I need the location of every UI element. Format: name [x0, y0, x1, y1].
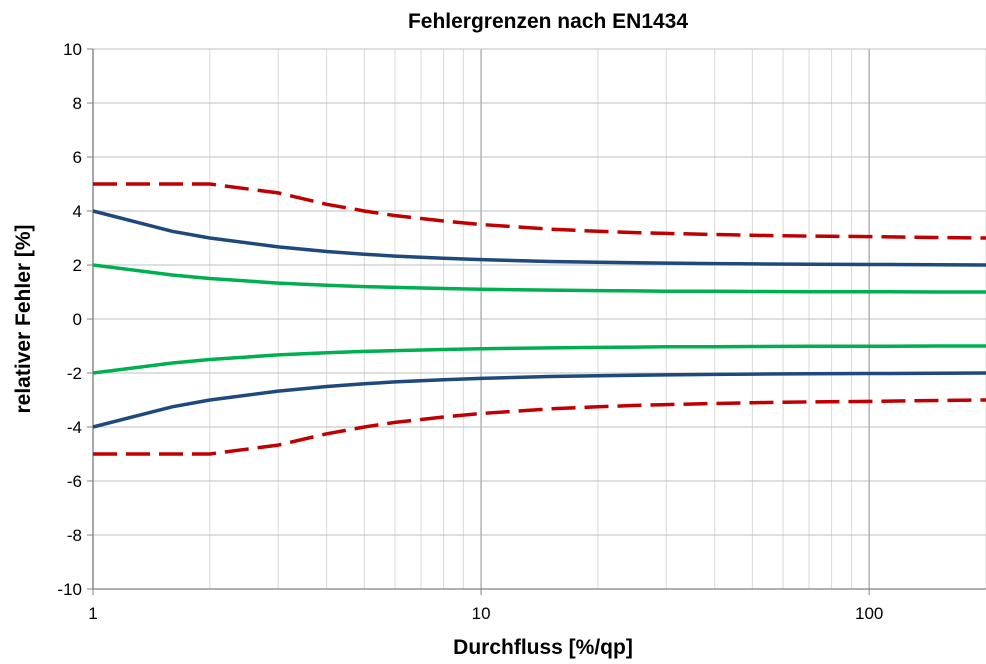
series-line-2: [92, 209, 986, 267]
y-tick-label: -10: [57, 580, 82, 599]
y-tick-label: 2: [73, 256, 82, 275]
y-tick-label: 6: [73, 148, 82, 167]
y-tick-label: 0: [73, 310, 82, 329]
series-line-3: [92, 263, 986, 294]
x-tick-label: 100: [855, 604, 883, 623]
y-tick-label: 8: [73, 94, 82, 113]
y-tick-labels: 10 8 6 4 2 0 -2 -4 -6 -8 -10: [57, 40, 82, 599]
y-tick-label: -8: [67, 526, 82, 545]
x-axis-label: Durchfluss [%/qp]: [453, 636, 633, 659]
y-tick-label: -2: [67, 364, 82, 383]
plot-grid: [87, 48, 986, 595]
x-tick-label: 10: [472, 604, 491, 623]
series-line-4: [92, 344, 986, 375]
series-line-5: [92, 371, 986, 429]
y-axis-label: relativer Fehler [%]: [12, 224, 35, 413]
y-tick-label: -4: [67, 418, 82, 437]
chart-title: Fehlergrenzen nach EN1434: [408, 10, 688, 33]
y-tick-label: 10: [63, 40, 82, 59]
y-tick-label: 4: [73, 202, 82, 221]
y-tick-label: -6: [67, 472, 82, 491]
x-tick-labels: 1 10 100: [88, 604, 883, 623]
series-line-6: [93, 398, 986, 456]
series-line-1: [93, 182, 986, 240]
x-tick-label: 1: [88, 604, 97, 623]
plot-series: [92, 182, 986, 456]
